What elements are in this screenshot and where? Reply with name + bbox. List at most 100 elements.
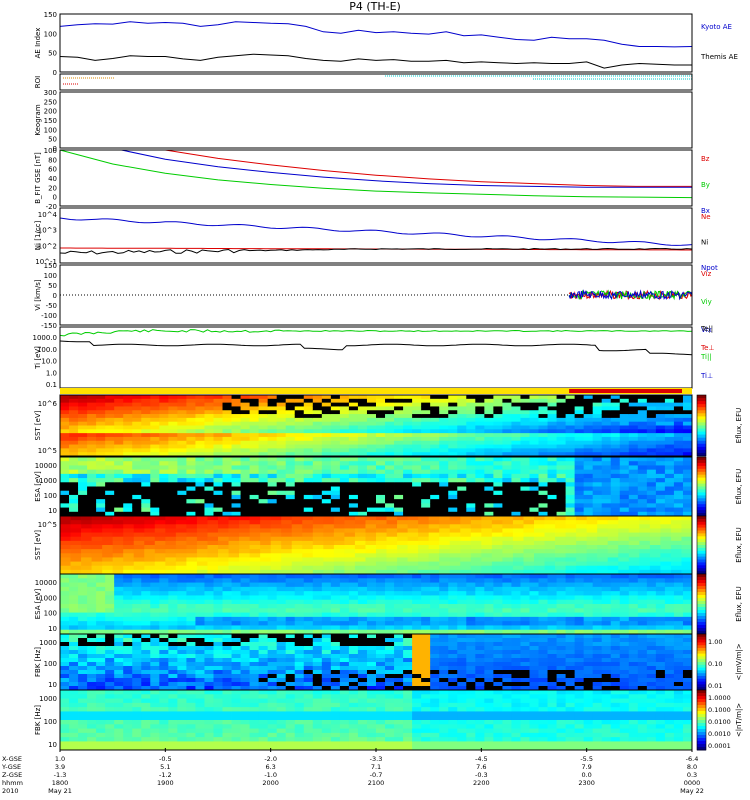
spectrogram-cell [412, 616, 422, 622]
spectrogram-cell [96, 591, 106, 596]
spectrogram-cell [502, 486, 512, 492]
spectrogram-cell [141, 461, 151, 466]
spectrogram-cell [493, 658, 503, 663]
spectrogram-cell [428, 536, 440, 542]
spectrogram-cell [520, 440, 530, 445]
spectrogram-cell [385, 469, 395, 475]
spectrogram-cell [69, 414, 79, 419]
spectrogram-cell [610, 395, 621, 400]
spectrogram-cell [69, 678, 79, 683]
spectrogram-cell [330, 650, 341, 655]
spectrogram-cell [258, 678, 269, 683]
spectrogram-cell [538, 638, 548, 643]
spectrogram-cell [673, 444, 684, 449]
spectrogram-cell [502, 398, 512, 404]
spectrogram-cell [664, 469, 675, 475]
spectrogram-cell [159, 682, 169, 687]
spectrogram-cell [260, 524, 272, 529]
spectrogram-cell [60, 682, 70, 687]
spectrogram-cell [520, 658, 530, 663]
spectrogram-cell [547, 402, 557, 407]
spectrogram-cell [376, 425, 386, 430]
spectrogram-cell [565, 490, 576, 496]
spectrogram-cell [430, 414, 440, 419]
spectrogram-cell [330, 410, 341, 415]
spectrogram-cell [529, 670, 539, 675]
spectrogram-cell [484, 469, 494, 475]
spectrogram-cell [673, 616, 684, 622]
spectrogram-cell [681, 528, 693, 533]
spectrogram-cell [69, 629, 79, 635]
spectrogram-cell [240, 490, 250, 496]
spectrogram-cell [607, 557, 619, 562]
spectrogram-cell [132, 494, 142, 500]
spectrogram-cell [78, 410, 88, 415]
spectrogram-cell [610, 402, 621, 407]
spectrogram-cell [610, 440, 621, 445]
spectrogram-cell [607, 528, 619, 533]
spectrogram-cell [439, 524, 451, 529]
spectrogram-cell [394, 616, 404, 622]
spectrogram-cell [105, 511, 115, 517]
spectrogram-cell [618, 561, 630, 567]
spectrogram-cell [664, 421, 675, 426]
spectrogram-cell [397, 545, 408, 550]
spectrogram-cell [276, 646, 287, 651]
spectrogram-cell [547, 444, 557, 449]
spectrogram-cell [470, 520, 482, 525]
spectrogram-cell [484, 395, 494, 400]
spectrogram-cell [639, 545, 651, 550]
spectrogram-cell [267, 666, 278, 671]
spectrogram-cell [511, 595, 521, 601]
spectrogram-cell [168, 414, 178, 419]
spectrogram-cell [664, 482, 675, 487]
spectrogram-cell [412, 678, 422, 683]
spectrogram-cell [574, 591, 585, 596]
spectrogram-cell [91, 561, 103, 567]
spectrogram-cell [294, 642, 305, 647]
spectrogram-cell [186, 574, 196, 579]
spectrogram-cell [177, 634, 187, 639]
spectrogram-cell [303, 457, 314, 462]
spectrogram-cell [150, 678, 160, 683]
spectrogram-cell [344, 528, 356, 533]
spectrogram-cell [529, 482, 539, 487]
spectrogram-cell [412, 503, 422, 508]
spectrogram-cell [69, 642, 79, 647]
spectrogram-cell [664, 395, 675, 400]
spectrogram-cell [330, 586, 341, 592]
spectrogram-cell [177, 425, 187, 430]
spectrogram-cell [502, 402, 512, 407]
y-axis-label: Vi [km/s] [34, 279, 42, 310]
spectrogram-cell [529, 503, 539, 508]
spectrogram-cell [339, 440, 350, 445]
spectrogram-cell [430, 452, 440, 457]
spectrogram-cell [655, 473, 666, 479]
spectrogram-cell [385, 486, 395, 492]
spectrogram-cell [168, 595, 178, 601]
spectrogram-cell [357, 591, 368, 596]
spectrogram-cell [637, 503, 648, 508]
spectrogram-cell [213, 616, 223, 622]
spectrogram-cell [123, 536, 135, 542]
spectrogram-cell [664, 461, 675, 466]
spectrogram-cell [556, 646, 566, 651]
spectrogram-cell [112, 545, 124, 550]
spectrogram-cell [457, 599, 467, 605]
spectrogram-cell [270, 553, 282, 558]
spectrogram-cell [649, 565, 661, 571]
spectrogram-cell [475, 616, 485, 622]
spectrogram-cell [132, 582, 142, 588]
spectrogram-cell [330, 511, 341, 517]
spectrogram-cell [240, 417, 250, 423]
spectrogram-cell [511, 578, 521, 583]
spectrogram-cell [240, 410, 250, 415]
spectrogram-cell [281, 549, 293, 554]
spectrogram-cell [628, 452, 639, 457]
spectrogram-cell [601, 395, 612, 400]
spectrogram-cell [270, 561, 282, 567]
spectrogram-cell [601, 457, 612, 462]
spectrogram-cell [418, 553, 430, 558]
spectrogram-cell [421, 670, 431, 675]
spectrogram-cell [556, 678, 566, 683]
